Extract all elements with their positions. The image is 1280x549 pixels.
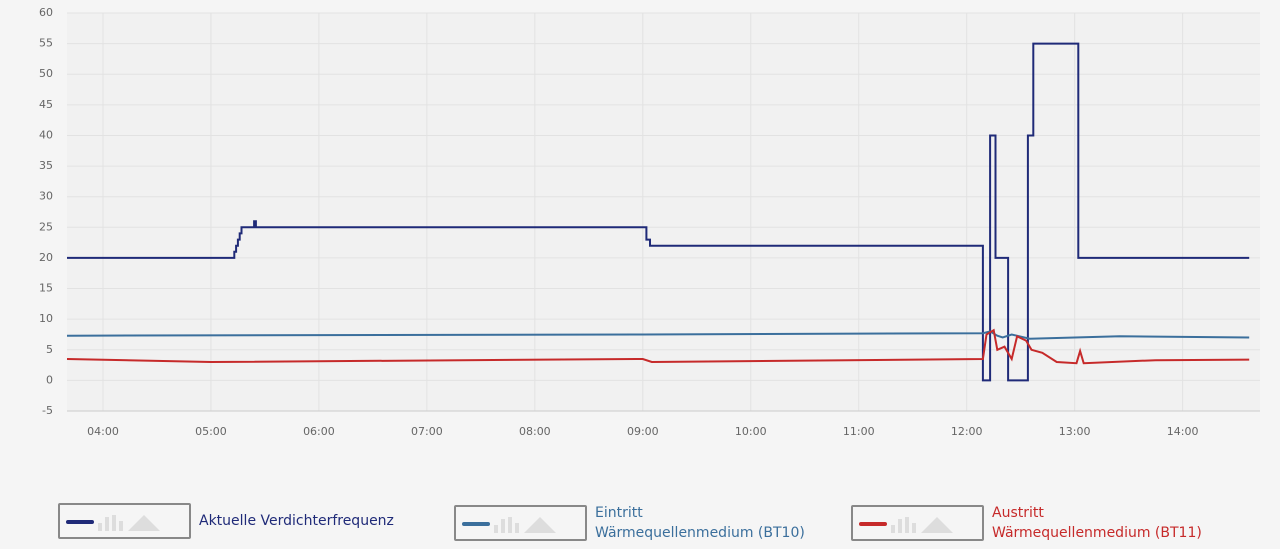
legend-label: Aktuelle Verdichterfrequenz — [199, 513, 394, 529]
series-line — [66, 330, 1250, 340]
x-tick-label: 04:00 — [87, 425, 119, 438]
y-tick-label: 15 — [39, 282, 53, 295]
y-tick-label: 45 — [39, 98, 53, 111]
y-tick-label: 5 — [46, 343, 53, 356]
x-tick-label: 10:00 — [735, 425, 767, 438]
x-tick-label: 09:00 — [627, 425, 659, 438]
y-tick-label: 30 — [39, 190, 53, 203]
legend-icon — [494, 517, 556, 533]
y-tick-label: 20 — [39, 251, 53, 264]
y-tick-label: -5 — [42, 404, 53, 417]
series-line — [67, 42, 1250, 382]
x-tick-label: 11:00 — [843, 425, 875, 438]
legend-item[interactable]: Aktuelle Verdichterfrequenz — [58, 503, 409, 539]
x-tick-label: 14:00 — [1167, 425, 1199, 438]
legend-swatch — [462, 522, 490, 526]
y-tick-label: 40 — [39, 128, 53, 141]
x-tick-label: 07:00 — [411, 425, 443, 438]
y-tick-label: 35 — [39, 159, 53, 172]
y-tick-label: 0 — [46, 373, 53, 386]
x-tick-label: 06:00 — [303, 425, 335, 438]
chart: -5 0 5 10 15 20 25 30 35 40 45 50 55 60 04:00 05:00 06:0… — [39, 6, 1260, 438]
legend-item[interactable]: Eintritt Wärmequellenmedium (BT10) — [454, 503, 805, 543]
legend-toggle[interactable] — [851, 505, 984, 541]
x-tick-label: 13:00 — [1059, 425, 1091, 438]
y-tick-label: 50 — [39, 67, 53, 80]
y-tick-label: 60 — [39, 6, 53, 19]
y-tick-label: 25 — [39, 220, 53, 233]
y-tick-label: 10 — [39, 312, 53, 325]
legend-toggle[interactable] — [58, 503, 191, 539]
y-tick-label: 55 — [39, 37, 53, 50]
legend-icon — [891, 517, 953, 533]
legend-label: Austritt Wärmequellenmedium (BT11) — [992, 505, 1202, 541]
x-tick-label: 12:00 — [951, 425, 983, 438]
legend-swatch — [66, 520, 94, 524]
legend-icon — [98, 515, 160, 531]
legend-swatch — [859, 522, 887, 526]
series-line — [66, 328, 1250, 365]
legend-toggle[interactable] — [454, 505, 587, 541]
x-tick-label: 05:00 — [195, 425, 227, 438]
legend-label: Eintritt Wärmequellenmedium (BT10) — [595, 505, 805, 541]
legend-item[interactable]: Austritt Wärmequellenmedium (BT11) — [851, 503, 1202, 543]
x-tick-label: 08:00 — [519, 425, 551, 438]
plot-area — [67, 13, 1260, 411]
